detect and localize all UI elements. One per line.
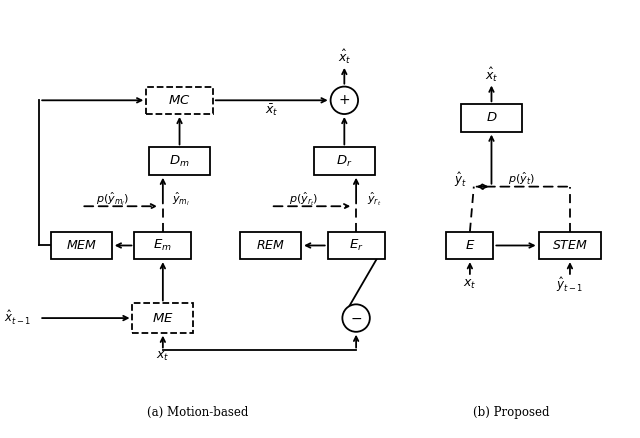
Text: $p(\hat{y}_t)$: $p(\hat{y}_t)$ [508, 170, 535, 187]
Text: $\hat{y}_{r_t}$: $\hat{y}_{r_t}$ [367, 191, 381, 208]
Bar [241, 232, 301, 259]
Text: $D_m$: $D_m$ [169, 154, 190, 169]
Text: $STEM$: $STEM$ [552, 239, 588, 252]
Text: $E_m$: $E_m$ [154, 238, 172, 253]
Circle shape [331, 87, 358, 114]
Text: $\hat{x}_t$: $\hat{x}_t$ [484, 66, 499, 84]
Bar [314, 148, 375, 175]
Text: $\hat{y}_{t-1}$: $\hat{y}_{t-1}$ [556, 275, 584, 294]
Bar [51, 232, 112, 259]
Text: $D$: $D$ [486, 111, 497, 124]
Bar [134, 232, 191, 259]
Bar [149, 148, 210, 175]
Bar [146, 87, 213, 114]
Text: $+$: $+$ [339, 93, 350, 107]
Bar [328, 232, 385, 259]
Text: $\hat{y}_t$: $\hat{y}_t$ [454, 170, 467, 189]
Bar [461, 104, 522, 132]
Text: $REM$: $REM$ [256, 239, 285, 252]
Text: $ME$: $ME$ [152, 311, 173, 325]
Text: $D_r$: $D_r$ [336, 154, 353, 169]
Text: $\hat{y}_{m_l}$: $\hat{y}_{m_l}$ [172, 191, 189, 208]
Text: (b) Proposed: (b) Proposed [473, 406, 549, 419]
Text: $\bar{x}_t$: $\bar{x}_t$ [265, 102, 278, 118]
Text: $p(\hat{y}_{r_t})$: $p(\hat{y}_{r_t})$ [289, 191, 318, 208]
Text: $MEM$: $MEM$ [66, 239, 97, 252]
Bar [538, 232, 602, 259]
Text: (a) Motion-based: (a) Motion-based [147, 406, 248, 419]
Text: $MC$: $MC$ [168, 94, 191, 107]
Bar [446, 232, 493, 259]
Text: $\hat{x}_t$: $\hat{x}_t$ [337, 48, 351, 66]
Text: $E_r$: $E_r$ [349, 238, 364, 253]
Text: $E$: $E$ [465, 239, 475, 252]
Text: $x_t$: $x_t$ [156, 350, 170, 363]
Circle shape [342, 304, 370, 332]
Text: $x_t$: $x_t$ [463, 278, 477, 291]
Text: $-$: $-$ [350, 311, 362, 325]
Text: $\hat{x}_{t-1}$: $\hat{x}_{t-1}$ [4, 309, 31, 327]
Bar [132, 304, 193, 333]
Text: $p(\hat{y}_{m_l})$: $p(\hat{y}_{m_l})$ [96, 191, 129, 208]
